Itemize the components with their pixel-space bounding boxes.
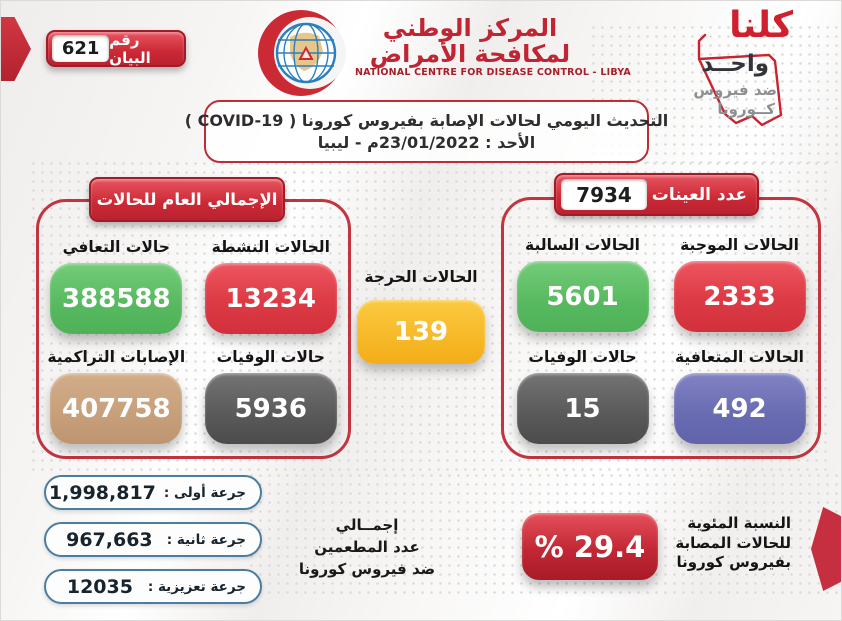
ncdc-logo: المركز الوطني لمكافحة الأمراض NATIONAL C… — [257, 7, 631, 99]
booster-dose-label: جرعة تعزيزية : — [147, 578, 246, 595]
daily-deaths-value: 15 — [564, 393, 601, 424]
daily-results-grid: الحالات الموجبة 2333 الحالات السالبة 560… — [504, 200, 818, 456]
cumulative-infections-pill: 407758 — [50, 373, 183, 444]
first-dose-pill: جرعة أولى : 1,998,817 — [44, 475, 262, 510]
title-line-1: التحديث اليومي لحالات الإصابة بفيروس كور… — [184, 111, 669, 130]
totals-grid: الحالات النشطة 13234 حالات التعافي 38858… — [39, 202, 348, 456]
active-cases-pill: 13234 — [204, 263, 337, 334]
stat-cumulative-infections: الإصابات التراكمية 407758 — [47, 348, 185, 444]
cumulative-infections-label: الإصابات التراكمية — [47, 348, 186, 366]
percentage-label-line-1: النسبة المئوية — [687, 514, 791, 532]
vaccination-total-line-3: ضد فيروس كورونا — [298, 560, 436, 578]
title-box: التحديث اليومي لحالات الإصابة بفيروس كور… — [185, 100, 668, 163]
report-number-value: 621 — [52, 35, 110, 62]
infection-percentage-label: النسبة المئوية للحالات المصابة بفيروس كو… — [657, 514, 791, 573]
samples-label: عدد العينات — [651, 184, 747, 205]
stat-recovered-cases: الحالات المتعافية 492 — [673, 348, 806, 444]
daily-results-panel: الحالات الموجبة 2333 الحالات السالبة 560… — [501, 197, 821, 459]
active-cases-value: 13234 — [225, 283, 316, 314]
totals-panel: الحالات النشطة 13234 حالات التعافي 38858… — [36, 199, 351, 459]
cumulative-infections-value: 407758 — [61, 393, 171, 424]
recovered-cases-value: 492 — [712, 393, 767, 424]
booster-dose-value: 12035 — [66, 575, 133, 598]
positive-cases-pill: 2333 — [673, 261, 806, 332]
libya-outline-icon — [697, 33, 783, 127]
total-deaths-pill: 5936 — [204, 373, 337, 444]
vaccination-total-label: إجمــالي عدد المطعمين ضد فيروس كورونا — [297, 514, 437, 580]
total-recoveries-pill: 388588 — [50, 263, 183, 334]
campaign-line-1: كلنا — [729, 5, 793, 46]
stat-positive-cases: الحالات الموجبة 2333 — [673, 236, 806, 332]
total-recoveries-label: حالات التعافي — [62, 238, 170, 256]
first-dose-label: جرعة أولى : — [163, 484, 246, 501]
percentage-label-line-3: بفيروس كورونا — [676, 553, 791, 571]
positive-cases-value: 2333 — [703, 281, 776, 312]
logo-arabic-title: المركز الوطني لمكافحة الأمراض — [369, 14, 571, 68]
recovered-cases-pill: 492 — [673, 373, 806, 444]
critical-cases-value: 139 — [393, 317, 449, 347]
edge-arrow-icon — [1, 17, 31, 81]
negative-cases-pill: 5601 — [516, 261, 649, 332]
critical-cases-pill: 139 — [357, 300, 485, 364]
second-dose-label: جرعة ثانية : — [166, 531, 246, 548]
total-deaths-value: 5936 — [234, 393, 307, 424]
samples-badge: 7934 عدد العينات — [554, 173, 759, 216]
daily-deaths-pill: 15 — [516, 373, 649, 444]
stat-total-deaths: حالات الوفيات 5936 — [204, 348, 337, 444]
stat-negative-cases: الحالات السالبة 5601 — [516, 236, 649, 332]
totals-header-badge: الإجمالي العام للحالات — [89, 177, 285, 222]
report-number-badge: 621 رقم البيان — [46, 30, 186, 67]
recovered-cases-label: الحالات المتعافية — [675, 348, 804, 366]
booster-dose-pill: جرعة تعزيزية : 12035 — [44, 569, 262, 604]
percentage-label-line-2: للحالات المصابة — [675, 533, 791, 552]
campaign-logo: كلنا واحــد ضد فيروس كــورونا — [663, 5, 803, 129]
second-dose-value: 967,663 — [66, 528, 153, 551]
logo-english-title: NATIONAL CENTRE FOR DISEASE CONTROL - LI… — [355, 67, 631, 78]
negative-cases-label: الحالات السالبة — [525, 236, 640, 254]
edge-hexagon-icon — [811, 507, 841, 591]
samples-value: 7934 — [561, 179, 647, 210]
vaccination-total-line-1: إجمــالي — [335, 516, 399, 534]
infection-percentage-pill: % 29.4 — [522, 513, 658, 580]
campaign-line-4: كــورونا — [717, 100, 775, 118]
second-dose-pill: جرعة ثانية : 967,663 — [44, 522, 262, 557]
total-deaths-label: حالات الوفيات — [216, 348, 325, 366]
report-number-label: رقم البيان — [109, 30, 151, 67]
critical-cases-label: الحالات الحرجة — [364, 268, 478, 286]
stat-total-recoveries: حالات التعافي 388588 — [50, 238, 183, 334]
stat-active-cases: الحالات النشطة 13234 — [204, 238, 337, 334]
stat-daily-deaths: حالات الوفيات 15 — [516, 348, 649, 444]
first-dose-value: 1,998,817 — [48, 481, 156, 504]
campaign-line-3: ضد فيروس — [693, 81, 777, 99]
positive-cases-label: الحالات الموجبة — [680, 236, 799, 254]
active-cases-label: الحالات النشطة — [211, 238, 330, 256]
total-recoveries-value: 388588 — [61, 283, 171, 314]
vaccination-total-line-2: عدد المطعمين — [314, 538, 420, 556]
negative-cases-value: 5601 — [546, 281, 619, 312]
title-line-2: الأحد : 23/01/2022م - ليبيا — [317, 133, 536, 152]
daily-deaths-label: حالات الوفيات — [528, 348, 637, 366]
campaign-line-2: واحــد — [701, 51, 769, 77]
crescent-globe-icon — [258, 10, 346, 96]
